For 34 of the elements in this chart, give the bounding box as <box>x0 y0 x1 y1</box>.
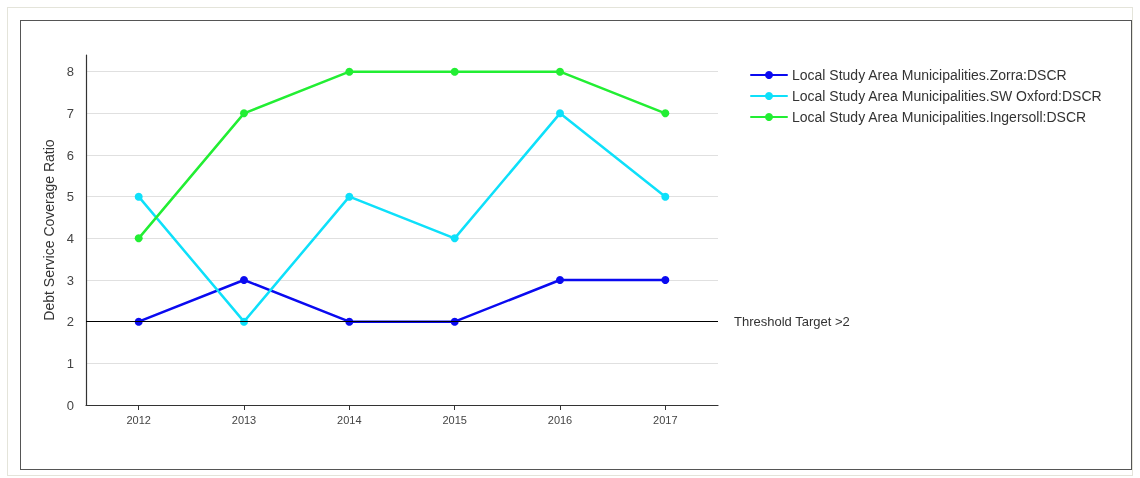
x-tick-label: 2017 <box>653 413 678 426</box>
ref-line-label: Threshold Target >2 <box>734 314 850 330</box>
legend-label: Local Study Area Municipalities.SW Oxford:DSCR <box>792 88 1102 104</box>
point <box>661 192 670 201</box>
y-tick-label: 7 <box>66 105 74 121</box>
y-tick-label: 8 <box>66 64 74 80</box>
point <box>345 67 354 76</box>
x-tick-label: 2014 <box>337 413 362 426</box>
point <box>661 276 670 284</box>
point <box>134 192 143 201</box>
y-tick-label: 5 <box>66 189 74 205</box>
point <box>240 109 248 118</box>
point <box>450 234 459 243</box>
point <box>345 192 354 201</box>
point <box>240 276 248 284</box>
y-tick-label: 3 <box>66 272 74 288</box>
point <box>556 67 564 76</box>
y-axis-title: Debt Service Coverage Ratio <box>40 139 57 321</box>
point <box>134 234 143 243</box>
y-tick-label: 6 <box>66 147 74 163</box>
x-tick-label: 2012 <box>126 413 151 426</box>
point <box>450 67 459 76</box>
y-tick-label: 1 <box>66 355 74 371</box>
point <box>556 276 564 284</box>
point <box>661 109 670 118</box>
point <box>556 109 564 118</box>
x-tick-label: 2015 <box>442 413 467 426</box>
y-tick-label: 4 <box>66 230 74 246</box>
x-tick-label: 2016 <box>547 413 573 426</box>
x-tick-label: 2013 <box>231 413 257 426</box>
legend-label: Local Study Area Municipalities.Ingersoll:DSCR <box>792 109 1087 125</box>
legend-label: Local Study Area Municipalities.Zorra:DSCR <box>792 67 1067 83</box>
y-tick-label: 2 <box>66 314 74 330</box>
y-tick-label: 0 <box>66 397 74 413</box>
